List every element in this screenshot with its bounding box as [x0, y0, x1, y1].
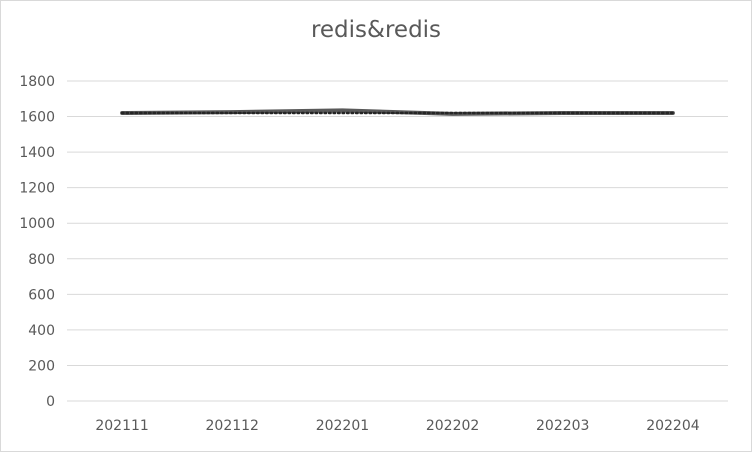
x-tick-label: 202112 — [206, 418, 259, 434]
y-tick-label: 600 — [28, 287, 55, 303]
x-tick-label: 202204 — [646, 418, 700, 434]
y-tick-label: 800 — [28, 252, 55, 268]
x-tick-label: 202203 — [536, 418, 589, 434]
x-tick-label: 202111 — [95, 418, 148, 434]
y-tick-label: 0 — [46, 394, 55, 410]
y-tick-label: 1000 — [19, 216, 55, 232]
y-tick-label: 1400 — [19, 145, 55, 161]
chart-title: redis&redis — [310, 17, 442, 43]
gridlines — [67, 80, 728, 402]
y-tick-label: 200 — [28, 358, 55, 374]
series-lines — [120, 108, 675, 116]
y-tick-label: 1200 — [19, 181, 55, 197]
y-tick-label: 1800 — [19, 74, 55, 90]
y-axis-ticks: 0 200 400 600 800 1000 1200 1400 1600 1800 — [19, 74, 55, 410]
x-axis-ticks: 202111 202112 202201 202202 202203 202204 — [95, 418, 699, 434]
y-tick-label: 1600 — [19, 110, 55, 126]
y-tick-label: 400 — [28, 323, 55, 339]
x-tick-label: 202202 — [426, 418, 479, 434]
x-tick-label: 202201 — [316, 418, 369, 434]
